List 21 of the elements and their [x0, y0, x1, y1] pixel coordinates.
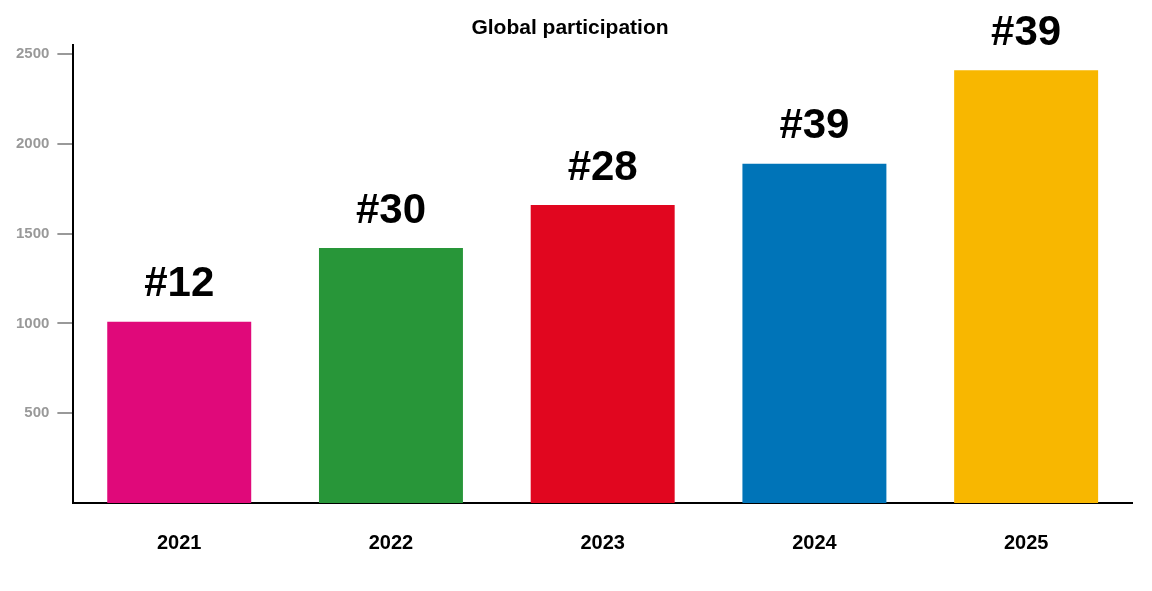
bar	[107, 321, 252, 503]
x-tick-label: 2024	[792, 530, 838, 553]
annotation: #39	[779, 100, 850, 148]
y-tick-label: 1500	[15, 223, 50, 241]
annotation: #39	[991, 6, 1062, 54]
bar	[954, 70, 1099, 503]
annotation: #12	[144, 258, 215, 306]
y-tick-label: 500	[24, 403, 50, 421]
y-tick-label: 1000	[15, 313, 50, 331]
y-tick-label: 2000	[15, 134, 50, 152]
bar	[742, 163, 887, 503]
x-tick-label: 2021	[156, 530, 202, 553]
x-tick-label: 2025	[1003, 530, 1049, 553]
chart-title: Global participation	[471, 15, 669, 39]
bar	[530, 204, 675, 503]
annotation: #30	[355, 184, 426, 232]
x-tick-label: 2023	[580, 530, 625, 553]
y-tick-label: 2500	[15, 44, 50, 62]
x-tick-label: 2022	[368, 530, 414, 553]
bar	[318, 248, 463, 503]
annotation: #28	[567, 141, 638, 189]
